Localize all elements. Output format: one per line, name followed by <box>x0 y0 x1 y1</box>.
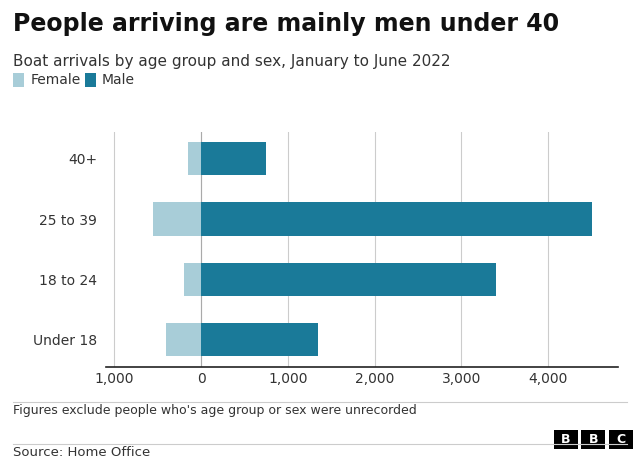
Text: Female: Female <box>30 73 81 87</box>
Bar <box>201 263 496 296</box>
Text: B: B <box>589 433 598 446</box>
Bar <box>201 203 591 235</box>
Text: Source: Home Office: Source: Home Office <box>13 446 150 460</box>
Bar <box>154 203 201 235</box>
Bar <box>184 263 201 296</box>
Text: C: C <box>616 433 625 446</box>
Text: B: B <box>561 433 570 446</box>
Text: Figures exclude people who's age group or sex were unrecorded: Figures exclude people who's age group o… <box>13 404 417 417</box>
Text: Boat arrivals by age group and sex, January to June 2022: Boat arrivals by age group and sex, Janu… <box>13 54 451 69</box>
Text: People arriving are mainly men under 40: People arriving are mainly men under 40 <box>13 12 559 36</box>
Bar <box>201 142 266 175</box>
Bar <box>188 142 201 175</box>
Text: Male: Male <box>102 73 135 87</box>
Bar <box>166 323 201 356</box>
Bar <box>201 323 318 356</box>
